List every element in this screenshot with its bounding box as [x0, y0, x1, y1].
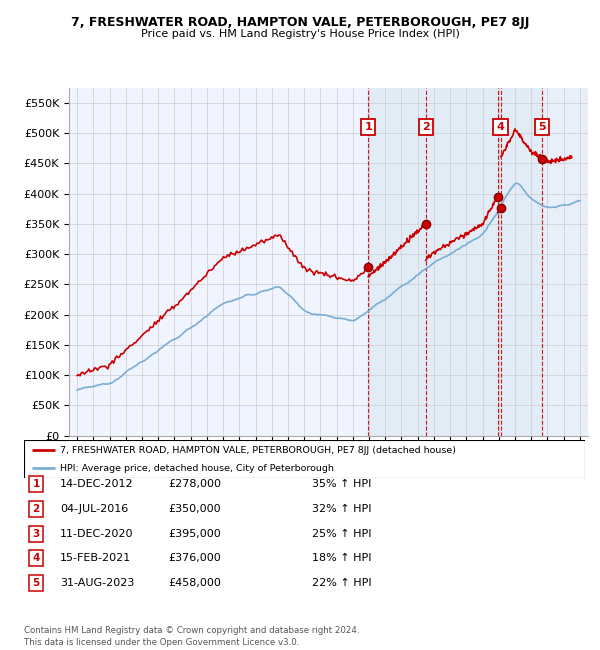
Text: 31-AUG-2023: 31-AUG-2023: [60, 578, 134, 588]
Text: 11-DEC-2020: 11-DEC-2020: [60, 528, 133, 539]
Text: £350,000: £350,000: [168, 504, 221, 514]
Bar: [368, 88, 542, 436]
Text: 1: 1: [32, 479, 40, 489]
Text: 4: 4: [32, 553, 40, 564]
Bar: [542, 88, 588, 436]
Text: 5: 5: [32, 578, 40, 588]
Text: 4: 4: [497, 122, 505, 132]
Text: 5: 5: [538, 122, 546, 132]
Text: 7, FRESHWATER ROAD, HAMPTON VALE, PETERBOROUGH, PE7 8JJ: 7, FRESHWATER ROAD, HAMPTON VALE, PETERB…: [71, 16, 529, 29]
Text: 14-DEC-2012: 14-DEC-2012: [60, 479, 134, 489]
Text: 2: 2: [32, 504, 40, 514]
Text: 32% ↑ HPI: 32% ↑ HPI: [312, 504, 371, 514]
Text: £395,000: £395,000: [168, 528, 221, 539]
Text: 25% ↑ HPI: 25% ↑ HPI: [312, 528, 371, 539]
Text: 04-JUL-2016: 04-JUL-2016: [60, 504, 128, 514]
Text: Contains HM Land Registry data © Crown copyright and database right 2024.
This d: Contains HM Land Registry data © Crown c…: [24, 626, 359, 647]
Text: £458,000: £458,000: [168, 578, 221, 588]
Text: 35% ↑ HPI: 35% ↑ HPI: [312, 479, 371, 489]
Text: 22% ↑ HPI: 22% ↑ HPI: [312, 578, 371, 588]
Text: 3: 3: [32, 528, 40, 539]
Text: £376,000: £376,000: [168, 553, 221, 564]
Text: 15-FEB-2021: 15-FEB-2021: [60, 553, 131, 564]
Text: £278,000: £278,000: [168, 479, 221, 489]
Text: 2: 2: [422, 122, 430, 132]
Text: 1: 1: [364, 122, 372, 132]
Text: Price paid vs. HM Land Registry's House Price Index (HPI): Price paid vs. HM Land Registry's House …: [140, 29, 460, 39]
Text: HPI: Average price, detached house, City of Peterborough: HPI: Average price, detached house, City…: [61, 464, 334, 473]
Text: 7, FRESHWATER ROAD, HAMPTON VALE, PETERBOROUGH, PE7 8JJ (detached house): 7, FRESHWATER ROAD, HAMPTON VALE, PETERB…: [61, 446, 457, 455]
Text: 18% ↑ HPI: 18% ↑ HPI: [312, 553, 371, 564]
